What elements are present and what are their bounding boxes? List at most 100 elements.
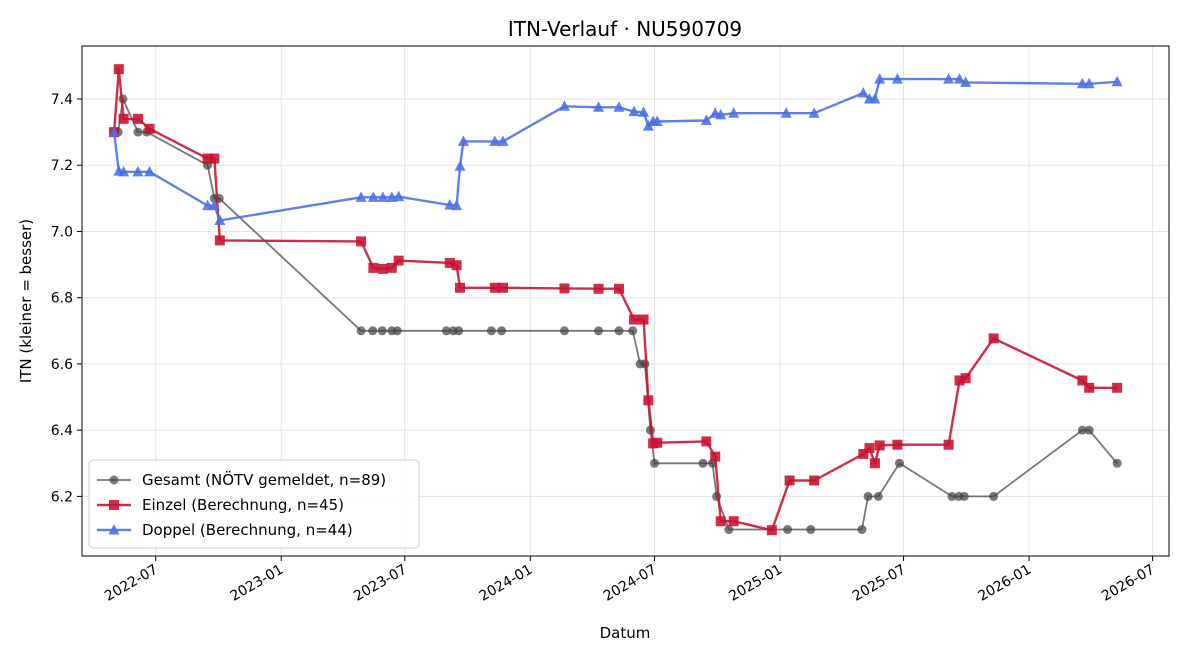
data-point: [643, 395, 654, 406]
data-point: [724, 525, 734, 535]
data-point: [869, 458, 880, 469]
data-point: [368, 326, 378, 336]
x-axis-label: Datum: [600, 624, 651, 642]
data-point: [1084, 382, 1095, 393]
data-point: [614, 326, 624, 336]
data-point: [497, 135, 509, 146]
data-point: [1084, 425, 1094, 435]
data-point: [780, 107, 792, 118]
data-point: [1077, 425, 1087, 435]
data-point: [498, 282, 509, 293]
data-point: [393, 190, 405, 202]
data-point: [113, 64, 124, 75]
data-point: [894, 458, 904, 468]
y-tick-label: 7.0: [51, 224, 73, 240]
data-point: [489, 135, 501, 146]
data-point: [954, 73, 966, 84]
data-point: [857, 525, 867, 535]
legend: Gesamt (NÖTV gemeldet, n=89) Einzel (Bere…: [88, 459, 420, 549]
data-point: [444, 198, 456, 210]
data-point: [809, 475, 820, 486]
data-point: [943, 439, 954, 450]
data-point: [864, 443, 875, 454]
data-point: [874, 73, 886, 84]
data-point: [783, 525, 793, 535]
data-point: [874, 440, 885, 451]
data-point: [808, 107, 820, 118]
data-point: [594, 326, 604, 336]
data-point: [638, 314, 649, 325]
data-point: [651, 115, 663, 127]
data-point: [356, 326, 366, 336]
data-point: [1111, 75, 1123, 87]
data-point: [1112, 458, 1122, 468]
data-point: [954, 375, 965, 386]
legend-marker: [108, 524, 120, 535]
data-point: [629, 314, 640, 325]
series-group: [108, 64, 1123, 536]
data-point: [559, 283, 570, 294]
data-point: [451, 260, 462, 271]
y-axis-label: ITN (kleiner = besser): [17, 219, 35, 383]
data-point: [454, 326, 464, 336]
data-point: [214, 214, 226, 226]
data-point: [959, 491, 969, 501]
legend-label: Einzel (Berechnung, n=45): [142, 496, 344, 514]
data-point: [133, 127, 143, 137]
data-point: [367, 191, 379, 202]
data-point: [1077, 375, 1088, 386]
data-point: [766, 525, 777, 536]
data-point: [486, 326, 496, 336]
data-point: [118, 165, 130, 177]
data-point: [628, 105, 640, 117]
data-point: [393, 255, 404, 266]
data-point: [144, 165, 156, 177]
data-point: [489, 282, 500, 293]
data-point: [989, 491, 999, 501]
data-point: [947, 491, 957, 501]
data-point: [377, 263, 388, 274]
y-tick-label: 6.6: [51, 357, 73, 373]
data-point: [132, 165, 144, 177]
data-point: [715, 108, 727, 120]
series-triangle: [108, 73, 1123, 226]
series-square: [109, 64, 1123, 536]
data-point: [441, 326, 451, 336]
data-point: [710, 451, 721, 462]
data-point: [559, 326, 569, 336]
y-tick-label: 6.4: [51, 423, 73, 439]
data-point: [444, 257, 455, 268]
data-point: [614, 283, 625, 294]
data-point: [873, 491, 883, 501]
data-point: [728, 107, 740, 118]
data-point: [943, 73, 955, 84]
legend-label: Gesamt (NÖTV gemeldet, n=89): [142, 470, 386, 489]
data-point: [728, 516, 739, 527]
data-point: [214, 235, 225, 246]
data-point: [208, 199, 220, 211]
data-point: [593, 283, 604, 294]
data-point: [891, 73, 903, 84]
data-point: [1083, 77, 1095, 89]
data-point: [144, 123, 155, 134]
data-point: [457, 135, 469, 146]
y-tick-label: 7.2: [51, 158, 73, 174]
data-point: [355, 191, 367, 202]
plot-frame: [81, 45, 1170, 557]
legend-label: Doppel (Berechnung, n=44): [142, 521, 353, 539]
data-point: [715, 516, 726, 527]
data-point: [558, 100, 570, 111]
data-point: [1112, 382, 1123, 393]
legend-marker: [109, 500, 119, 510]
data-point: [451, 199, 463, 211]
data-point: [392, 326, 402, 336]
data-point: [806, 525, 816, 535]
legend-box: [88, 459, 420, 549]
chart-title: ITN-Verlauf · NU590709: [508, 17, 742, 41]
data-point: [701, 436, 712, 447]
data-point: [628, 326, 638, 336]
data-point: [377, 326, 387, 336]
data-point: [784, 475, 795, 486]
data-point: [700, 114, 712, 126]
data-point: [455, 282, 466, 293]
